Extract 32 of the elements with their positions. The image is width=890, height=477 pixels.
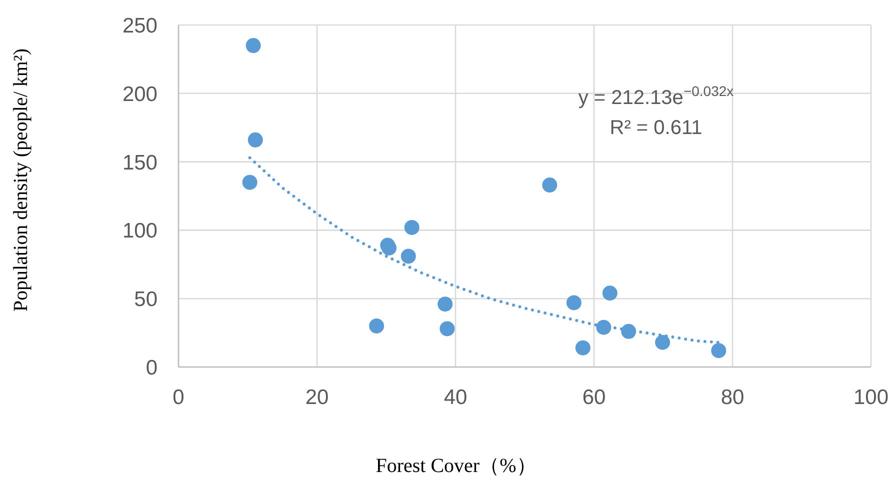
x-tick: 0 xyxy=(172,386,184,409)
x-tick: 100 xyxy=(853,386,889,409)
point xyxy=(248,132,263,148)
point xyxy=(711,343,726,358)
ylabel: Population density (people/ km²) xyxy=(10,48,32,312)
x-tick: 40 xyxy=(444,386,468,409)
point xyxy=(602,286,618,301)
x-tick: 60 xyxy=(582,386,606,409)
point xyxy=(369,318,384,334)
point xyxy=(575,340,590,356)
point xyxy=(404,220,420,235)
point xyxy=(440,321,455,336)
point xyxy=(246,38,261,54)
y-tick: 100 xyxy=(122,220,158,243)
y-tick: 200 xyxy=(122,82,158,106)
x-tick: 20 xyxy=(305,386,329,409)
point xyxy=(438,296,453,312)
point xyxy=(596,320,612,335)
y-tick: 150 xyxy=(122,151,158,174)
y-tick: 0 xyxy=(146,356,158,380)
y-tick: 250 xyxy=(122,14,158,38)
y-tick: 50 xyxy=(134,288,158,312)
point xyxy=(400,248,416,264)
annotation: y = 212.13e$^{−0.032x}$ xyxy=(578,83,734,109)
point xyxy=(242,174,258,190)
point xyxy=(566,295,582,310)
annotation: R² = 0.611 xyxy=(610,117,702,139)
point xyxy=(621,324,636,339)
point xyxy=(655,334,670,350)
point xyxy=(542,178,558,193)
x-tick: 80 xyxy=(720,386,744,409)
xlabel: Forest Cover（%） xyxy=(376,455,536,477)
